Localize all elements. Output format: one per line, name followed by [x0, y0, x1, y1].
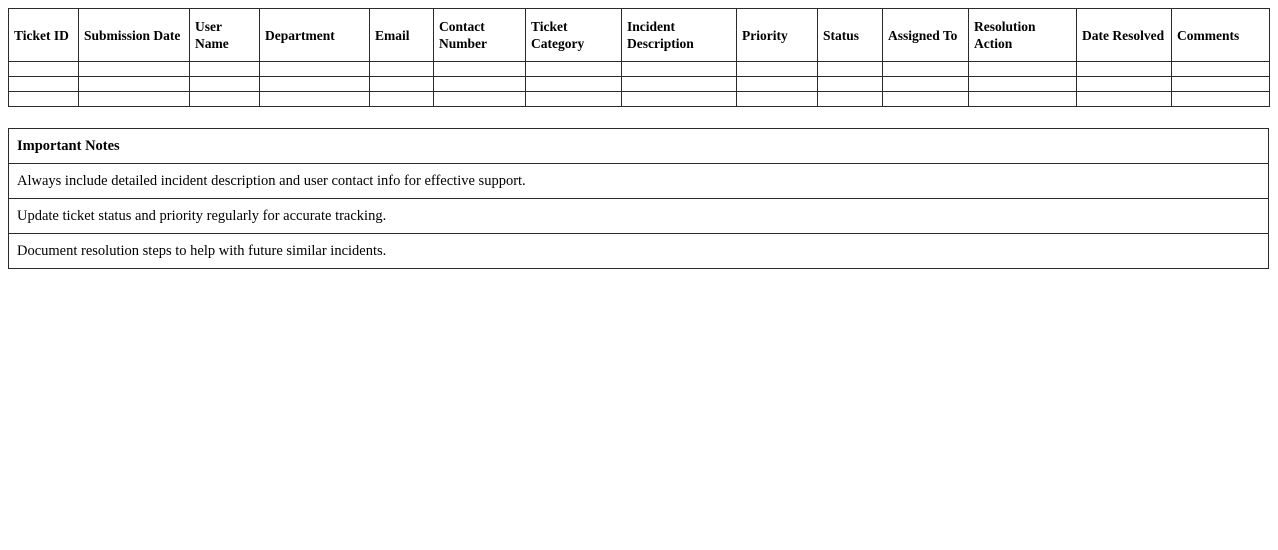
empty-cell	[433, 61, 526, 77]
header-row: Ticket ID Submission Date User Name Depa…	[8, 8, 1270, 62]
column-header-department: Department	[259, 8, 370, 62]
empty-cell	[189, 91, 260, 107]
empty-cell	[736, 91, 818, 107]
empty-cell	[968, 76, 1077, 92]
note-row: Always include detailed incident descrip…	[8, 163, 1269, 199]
empty-cell	[882, 91, 969, 107]
ticket-tracker-table: Ticket ID Submission Date User Name Depa…	[8, 8, 1270, 107]
empty-cell	[8, 76, 79, 92]
empty-cell	[882, 76, 969, 92]
column-header-resolution-action: Resolution Action	[968, 8, 1077, 62]
empty-cell	[1171, 76, 1270, 92]
column-header-status: Status	[817, 8, 883, 62]
empty-cell	[1076, 76, 1172, 92]
empty-cell	[736, 76, 818, 92]
empty-cell	[621, 61, 737, 77]
column-header-contact-number: Contact Number	[433, 8, 526, 62]
empty-row	[8, 91, 1270, 107]
empty-cell	[817, 91, 883, 107]
empty-cell	[1171, 91, 1270, 107]
empty-cell	[1076, 91, 1172, 107]
empty-cell	[259, 76, 370, 92]
column-header-date-resolved: Date Resolved	[1076, 8, 1172, 62]
empty-cell	[736, 61, 818, 77]
empty-cell	[525, 91, 622, 107]
column-header-assigned-to: Assigned To	[882, 8, 969, 62]
empty-cell	[433, 91, 526, 107]
column-header-ticket-category: Ticket Category	[525, 8, 622, 62]
empty-cell	[968, 91, 1077, 107]
empty-cell	[621, 91, 737, 107]
empty-cell	[78, 76, 190, 92]
empty-cell	[1171, 61, 1270, 77]
column-header-email: Email	[369, 8, 434, 62]
empty-cell	[259, 61, 370, 77]
empty-cell	[433, 76, 526, 92]
empty-cell	[882, 61, 969, 77]
empty-cell	[189, 61, 260, 77]
empty-cell	[8, 91, 79, 107]
empty-row	[8, 61, 1270, 77]
empty-cell	[369, 91, 434, 107]
empty-cell	[525, 61, 622, 77]
empty-cell	[817, 76, 883, 92]
empty-cell	[1076, 61, 1172, 77]
empty-cell	[8, 61, 79, 77]
column-header-ticket-id: Ticket ID	[8, 8, 79, 62]
empty-cell	[525, 76, 622, 92]
empty-cell	[189, 76, 260, 92]
empty-rows-body	[8, 61, 1270, 107]
empty-cell	[968, 61, 1077, 77]
empty-row	[8, 76, 1270, 92]
note-row: Document resolution steps to help with f…	[8, 233, 1269, 269]
note-text: Document resolution steps to help with f…	[8, 233, 1269, 269]
column-header-comments: Comments	[1171, 8, 1270, 62]
empty-cell	[369, 76, 434, 92]
empty-cell	[259, 91, 370, 107]
note-text: Always include detailed incident descrip…	[8, 163, 1269, 199]
empty-cell	[78, 91, 190, 107]
note-text: Update ticket status and priority regula…	[8, 198, 1269, 234]
column-header-submission-date: Submission Date	[78, 8, 190, 62]
empty-cell	[369, 61, 434, 77]
column-header-incident-description: Incident Description	[621, 8, 737, 62]
empty-cell	[817, 61, 883, 77]
column-header-user-name: User Name	[189, 8, 260, 62]
empty-cell	[621, 76, 737, 92]
column-header-priority: Priority	[736, 8, 818, 62]
notes-title-row: Important Notes	[8, 128, 1269, 164]
note-row: Update ticket status and priority regula…	[8, 198, 1269, 234]
empty-cell	[78, 61, 190, 77]
important-notes-table: Important Notes Always include detailed …	[8, 128, 1269, 269]
notes-title: Important Notes	[8, 128, 1269, 164]
